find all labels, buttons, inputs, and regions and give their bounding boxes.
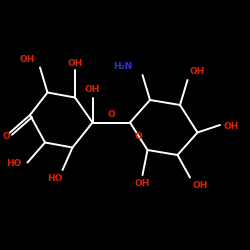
Text: OH: OH xyxy=(135,179,150,188)
Text: OH: OH xyxy=(224,122,239,131)
Text: HO: HO xyxy=(6,159,21,168)
Text: HO: HO xyxy=(47,174,63,183)
Text: OH: OH xyxy=(67,58,83,68)
Text: OH: OH xyxy=(20,55,35,64)
Text: OH: OH xyxy=(190,67,206,76)
Text: O: O xyxy=(135,132,142,141)
Text: OH: OH xyxy=(192,181,208,190)
Text: OH: OH xyxy=(85,85,100,94)
Text: O: O xyxy=(108,110,115,119)
Text: O: O xyxy=(2,132,10,141)
Text: H₂N: H₂N xyxy=(113,62,132,71)
